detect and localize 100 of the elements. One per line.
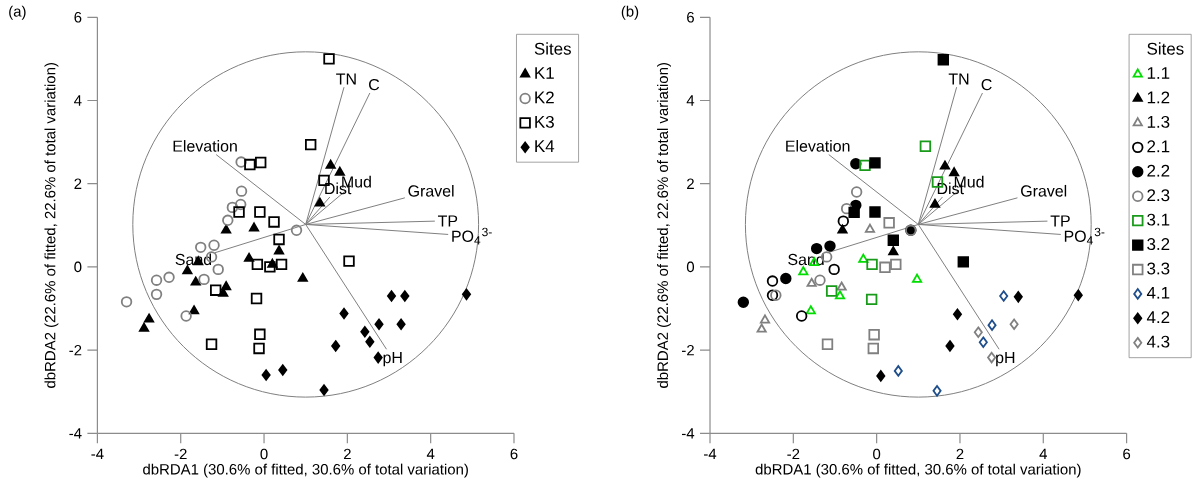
- point: [268, 216, 280, 228]
- point: [323, 53, 335, 65]
- point: [828, 263, 840, 276]
- point: [912, 273, 923, 283]
- point: [1073, 289, 1083, 301]
- legend-label: 3.1: [1147, 213, 1170, 226]
- point: [250, 292, 263, 305]
- point: [864, 223, 876, 233]
- y-tick-label: 6: [74, 11, 82, 23]
- point: [226, 201, 239, 214]
- legend-label: 4.2: [1146, 311, 1170, 324]
- point: [400, 290, 410, 302]
- x-tick-label: 6: [1123, 448, 1131, 460]
- point: [759, 314, 771, 324]
- point: [248, 222, 260, 232]
- point: [865, 293, 878, 306]
- legend-title: Sites: [1147, 42, 1184, 55]
- point: [859, 159, 871, 172]
- point: [244, 158, 256, 171]
- point: [999, 290, 1009, 302]
- point: [253, 342, 265, 355]
- point: [952, 308, 962, 321]
- x-tick-label: -2: [787, 448, 800, 460]
- series-label: Elevation: [173, 140, 237, 152]
- point: [212, 263, 224, 276]
- point: [325, 159, 336, 169]
- point: [806, 277, 817, 287]
- point: [210, 284, 222, 296]
- series-label: pH: [383, 352, 402, 367]
- point: [837, 224, 848, 234]
- x-tick-label: -2: [174, 448, 187, 460]
- x-tick-label: 0: [260, 448, 268, 460]
- point: [243, 252, 255, 262]
- point: [798, 266, 809, 276]
- point: [180, 310, 192, 322]
- point: [195, 241, 207, 254]
- y-tick-label: 0: [74, 261, 82, 273]
- y-tick-label: 4: [686, 95, 695, 106]
- point: [208, 239, 220, 251]
- y-tick-label: 6: [687, 11, 694, 23]
- point: [756, 323, 767, 333]
- legend-label: K3: [535, 115, 554, 128]
- point: [343, 255, 355, 267]
- point: [222, 214, 234, 226]
- point: [929, 198, 941, 208]
- legend-label: 1.2: [1147, 91, 1170, 104]
- point: [120, 296, 133, 308]
- point: [221, 281, 232, 291]
- point: [836, 281, 847, 291]
- y-tick-label: -2: [681, 344, 694, 356]
- point: [1013, 291, 1023, 303]
- y-tick-label: 2: [74, 178, 82, 189]
- point: [978, 336, 988, 348]
- point: [339, 307, 349, 320]
- x-tick-label: 4: [426, 448, 435, 459]
- x-tick-label: 4: [1039, 448, 1047, 459]
- legend-label: 4.1: [1146, 286, 1170, 299]
- y-tick-label: 4: [74, 95, 82, 106]
- legend-label: 2.1: [1147, 140, 1170, 153]
- legend-label: 4.3: [1146, 335, 1170, 348]
- point: [255, 156, 267, 169]
- point: [879, 261, 891, 274]
- point: [264, 261, 276, 273]
- series-label: C: [981, 78, 992, 91]
- point: [190, 276, 201, 286]
- point: [888, 246, 899, 256]
- x-tick-label: -4: [91, 448, 104, 459]
- point: [869, 206, 881, 218]
- series-label: TP: [437, 215, 458, 227]
- point: [866, 258, 878, 271]
- point: [939, 160, 951, 170]
- point: [139, 322, 150, 332]
- point: [869, 157, 881, 169]
- y-axis-title: dbRDA2 (22.6% of fitted, 22.6% of total variation): [44, 63, 59, 388]
- point: [858, 253, 869, 263]
- point: [290, 224, 303, 236]
- series-label: pH: [996, 352, 1015, 367]
- series-label: PO$_{4}$3-: [452, 227, 492, 245]
- point: [887, 234, 900, 246]
- point: [766, 275, 779, 287]
- series-label: TN: [948, 73, 969, 85]
- point: [261, 369, 271, 381]
- y-tick-label: -4: [681, 428, 695, 439]
- point: [805, 305, 816, 315]
- point: [890, 258, 902, 271]
- point: [824, 240, 836, 252]
- chart-title: (b): [621, 5, 639, 20]
- legend-label: 3.2: [1147, 238, 1170, 251]
- y-axis-title: dbRDA2 (22.6% of fitted, 22.6% of total variation): [657, 63, 671, 388]
- point: [876, 370, 886, 382]
- series-label: TP: [1050, 215, 1070, 227]
- y-tick-label: 2: [687, 178, 694, 189]
- legend-label: 2.3: [1147, 189, 1170, 202]
- point: [867, 342, 880, 355]
- point: [273, 245, 285, 255]
- x-tick-label: -4: [704, 448, 717, 459]
- legend-label: 2.2: [1147, 164, 1170, 177]
- point: [254, 328, 266, 340]
- point: [837, 215, 850, 227]
- point: [305, 138, 317, 151]
